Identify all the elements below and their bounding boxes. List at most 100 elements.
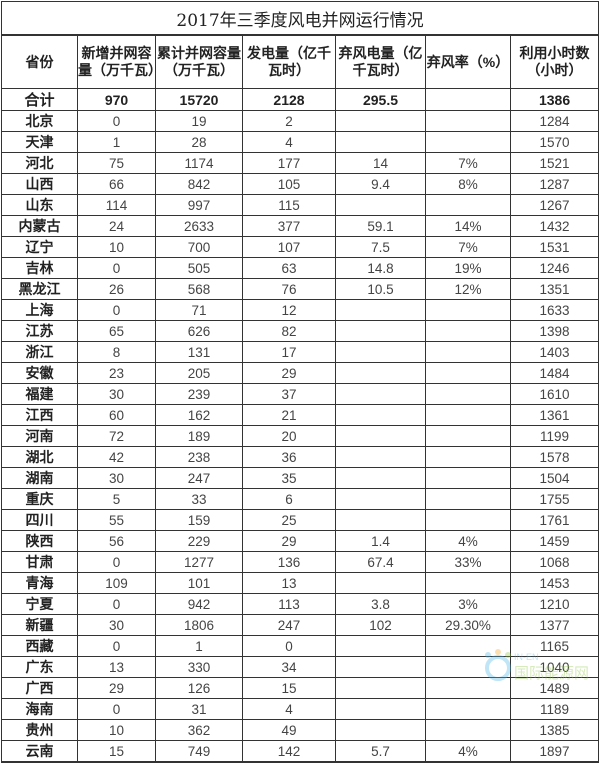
value-cell: 505 bbox=[155, 257, 243, 279]
value-cell: 1489 bbox=[509, 677, 600, 699]
value-cell: 20 bbox=[242, 425, 336, 447]
value-cell: 14.8 bbox=[335, 257, 426, 279]
value-cell: 0 bbox=[77, 110, 156, 132]
province-cell: 安徽 bbox=[1, 362, 78, 384]
value-cell bbox=[425, 719, 511, 741]
value-cell: 31 bbox=[155, 698, 243, 720]
value-cell: 0 bbox=[242, 635, 336, 657]
value-cell: 1210 bbox=[509, 593, 600, 615]
value-cell: 749 bbox=[155, 740, 243, 763]
table-row: 北京 0 19 2 1284 bbox=[1, 110, 600, 132]
value-cell: 131 bbox=[155, 341, 243, 363]
value-cell: 76 bbox=[242, 278, 336, 300]
value-cell: 8 bbox=[77, 341, 156, 363]
value-cell: 55 bbox=[77, 509, 156, 531]
value-cell: 0 bbox=[77, 551, 156, 573]
value-cell: 136 bbox=[242, 551, 336, 573]
total-label: 合计 bbox=[1, 88, 78, 111]
value-cell bbox=[335, 488, 426, 510]
province-cell: 新疆 bbox=[1, 614, 78, 636]
value-cell: 56 bbox=[77, 530, 156, 552]
province-cell: 贵州 bbox=[1, 719, 78, 741]
value-cell bbox=[335, 131, 426, 153]
value-cell: 14 bbox=[335, 152, 426, 174]
value-cell: 1 bbox=[77, 131, 156, 153]
value-cell bbox=[335, 698, 426, 720]
value-cell: 66 bbox=[77, 173, 156, 195]
value-cell: 102 bbox=[335, 614, 426, 636]
value-cell: 238 bbox=[155, 446, 243, 468]
value-cell: 1897 bbox=[509, 740, 600, 763]
value-cell: 13 bbox=[242, 572, 336, 594]
value-cell: 29.30% bbox=[425, 614, 511, 636]
value-cell: 7% bbox=[425, 152, 511, 174]
value-cell: 1 bbox=[155, 635, 243, 657]
value-cell bbox=[335, 383, 426, 405]
value-cell: 63 bbox=[242, 257, 336, 279]
province-cell: 浙江 bbox=[1, 341, 78, 363]
table-row: 河北 75 1174 177 14 7% 1521 bbox=[1, 152, 600, 174]
value-cell: 126 bbox=[155, 677, 243, 699]
province-cell: 广西 bbox=[1, 677, 78, 699]
value-cell bbox=[335, 509, 426, 531]
value-cell bbox=[335, 656, 426, 678]
column-header: 利用小时数（小时） bbox=[509, 34, 600, 89]
value-cell: 17 bbox=[242, 341, 336, 363]
province-cell: 福建 bbox=[1, 383, 78, 405]
province-cell: 河北 bbox=[1, 152, 78, 174]
value-cell: 1385 bbox=[509, 719, 600, 741]
total-cell: 2128 bbox=[242, 88, 336, 111]
value-cell bbox=[425, 509, 511, 531]
value-cell bbox=[425, 404, 511, 426]
province-cell: 河南 bbox=[1, 425, 78, 447]
value-cell: 362 bbox=[155, 719, 243, 741]
value-cell: 377 bbox=[242, 215, 336, 237]
value-cell: 1287 bbox=[509, 173, 600, 195]
province-cell: 辽宁 bbox=[1, 236, 78, 258]
value-cell bbox=[335, 404, 426, 426]
value-cell: 7% bbox=[425, 236, 511, 258]
value-cell bbox=[425, 572, 511, 594]
value-cell: 239 bbox=[155, 383, 243, 405]
value-cell: 105 bbox=[242, 173, 336, 195]
value-cell: 1351 bbox=[509, 278, 600, 300]
value-cell: 1174 bbox=[155, 152, 243, 174]
table-row: 天津 1 28 4 1570 bbox=[1, 131, 600, 153]
value-cell: 842 bbox=[155, 173, 243, 195]
value-cell: 1068 bbox=[509, 551, 600, 573]
table-row: 四川 55 159 25 1761 bbox=[1, 509, 600, 531]
value-cell: 10 bbox=[77, 719, 156, 741]
value-cell: 189 bbox=[155, 425, 243, 447]
value-cell bbox=[335, 425, 426, 447]
value-cell bbox=[335, 299, 426, 321]
value-cell: 115 bbox=[242, 194, 336, 216]
value-cell: 5 bbox=[77, 488, 156, 510]
table-row: 江苏 65 626 82 1398 bbox=[1, 320, 600, 342]
table-title: 2017年三季度风电并网运行情况 bbox=[0, 1, 600, 36]
province-cell: 山东 bbox=[1, 194, 78, 216]
table-row: 西藏 0 1 0 1165 bbox=[1, 635, 600, 657]
value-cell bbox=[425, 110, 511, 132]
province-cell: 北京 bbox=[1, 110, 78, 132]
column-header: 新增并网容量（万千瓦） bbox=[77, 34, 156, 89]
value-cell: 37 bbox=[242, 383, 336, 405]
value-cell: 1484 bbox=[509, 362, 600, 384]
value-cell: 1453 bbox=[509, 572, 600, 594]
value-cell: 65 bbox=[77, 320, 156, 342]
value-cell: 700 bbox=[155, 236, 243, 258]
province-cell: 甘肃 bbox=[1, 551, 78, 573]
value-cell: 19% bbox=[425, 257, 511, 279]
province-cell: 青海 bbox=[1, 572, 78, 594]
value-cell: 1377 bbox=[509, 614, 600, 636]
column-header: 省份 bbox=[1, 34, 78, 89]
total-row: 合计 970 15720 2128 295.5 1386 bbox=[1, 88, 600, 111]
value-cell: 159 bbox=[155, 509, 243, 531]
value-cell: 1267 bbox=[509, 194, 600, 216]
table-row: 新疆 30 1806 247 102 29.30% 1377 bbox=[1, 614, 600, 636]
total-cell bbox=[425, 88, 511, 111]
table-row: 浙江 8 131 17 1403 bbox=[1, 341, 600, 363]
value-cell: 59.1 bbox=[335, 215, 426, 237]
value-cell: 3% bbox=[425, 593, 511, 615]
table-row: 上海 0 71 12 1633 bbox=[1, 299, 600, 321]
value-cell: 1806 bbox=[155, 614, 243, 636]
